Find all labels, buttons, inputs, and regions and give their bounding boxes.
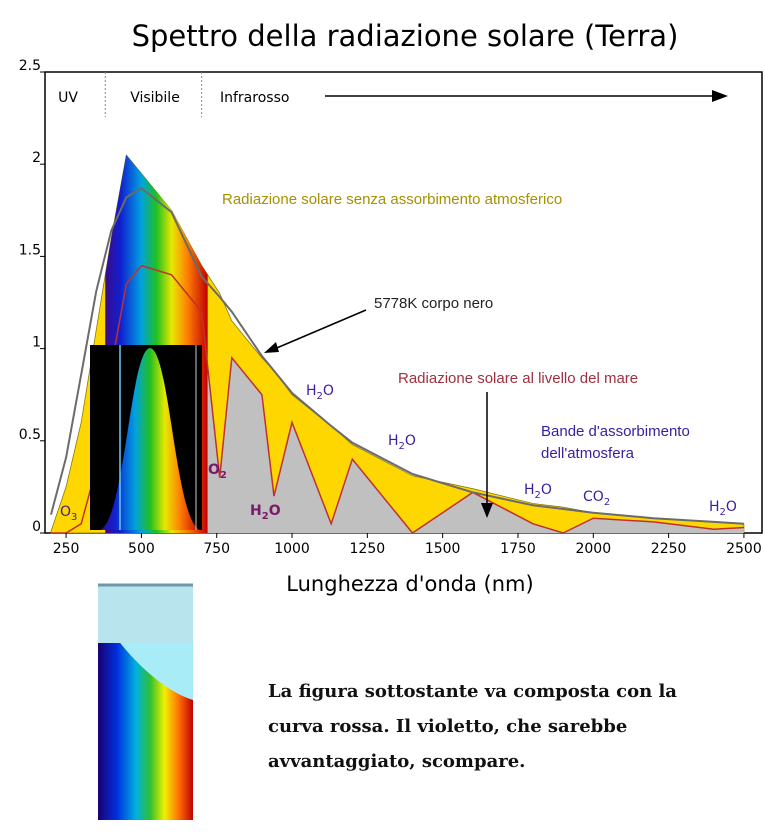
y-tick-label: 1 xyxy=(32,335,41,351)
x-tick-label: 1250 xyxy=(350,541,386,557)
note-line: avvantaggiato, scompare. xyxy=(268,751,525,772)
y-tick-label: 1.5 xyxy=(19,242,41,258)
ir-arrowhead xyxy=(712,90,728,102)
molecule-label: H2O xyxy=(709,499,737,518)
y-tick-label: 0.5 xyxy=(19,427,41,443)
series-label: Radiazione solare al livello del mare xyxy=(398,370,638,387)
series-label: Radiazione solare senza assorbimento atm… xyxy=(222,191,562,208)
x-tick-label: 750 xyxy=(203,541,230,557)
molecule-label: H2O xyxy=(524,482,552,501)
x-tick-label: 2250 xyxy=(651,541,687,557)
molecule-label: CO2 xyxy=(583,489,610,508)
region-label: Infrarosso xyxy=(220,90,289,106)
x-tick-label: 1750 xyxy=(500,541,536,557)
chart: Spettro della radiazione solare (Terra) … xyxy=(0,0,765,836)
note-line: La figura sottostante va composta con la xyxy=(268,681,677,702)
molecule-label: H2O xyxy=(388,433,416,452)
y-tick-label: 2 xyxy=(32,150,41,166)
x-tick-label: 1000 xyxy=(274,541,310,557)
chart-title: Spettro della radiazione solare (Terra) xyxy=(132,19,679,53)
y-tick-label: 2.5 xyxy=(19,58,41,74)
x-tick-label: 2500 xyxy=(726,541,762,557)
x-tick-label: 250 xyxy=(53,541,80,557)
region-label: UV xyxy=(58,90,78,106)
x-tick-label: 1500 xyxy=(425,541,461,557)
x-tick-label: 500 xyxy=(128,541,155,557)
x-axis-label: Lunghezza d'onda (nm) xyxy=(286,572,533,596)
page: {"chart_data": { "type": "area", "title"… xyxy=(0,0,765,836)
pointer-head xyxy=(264,342,279,353)
region-label: Visibile xyxy=(130,90,180,106)
molecule-label: H2O xyxy=(306,383,334,402)
pointer xyxy=(272,310,366,350)
x-tick-label: 2000 xyxy=(575,541,611,557)
series-label: 5778K corpo nero xyxy=(374,295,493,312)
absorption-title: Bande d'assorbimento xyxy=(541,423,690,440)
absorption-title: dell'atmosfera xyxy=(541,445,635,462)
y-tick-label: 0 xyxy=(32,519,41,535)
spectrum-strip xyxy=(98,585,193,820)
note-line: curva rossa. Il violetto, che sarebbe xyxy=(268,716,627,737)
